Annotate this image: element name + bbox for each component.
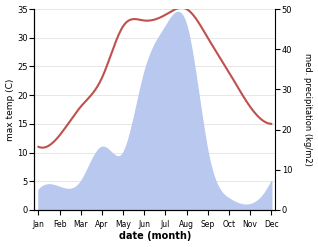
Y-axis label: med. precipitation (kg/m2): med. precipitation (kg/m2) <box>303 53 313 166</box>
X-axis label: date (month): date (month) <box>119 231 191 242</box>
Y-axis label: max temp (C): max temp (C) <box>5 78 15 141</box>
